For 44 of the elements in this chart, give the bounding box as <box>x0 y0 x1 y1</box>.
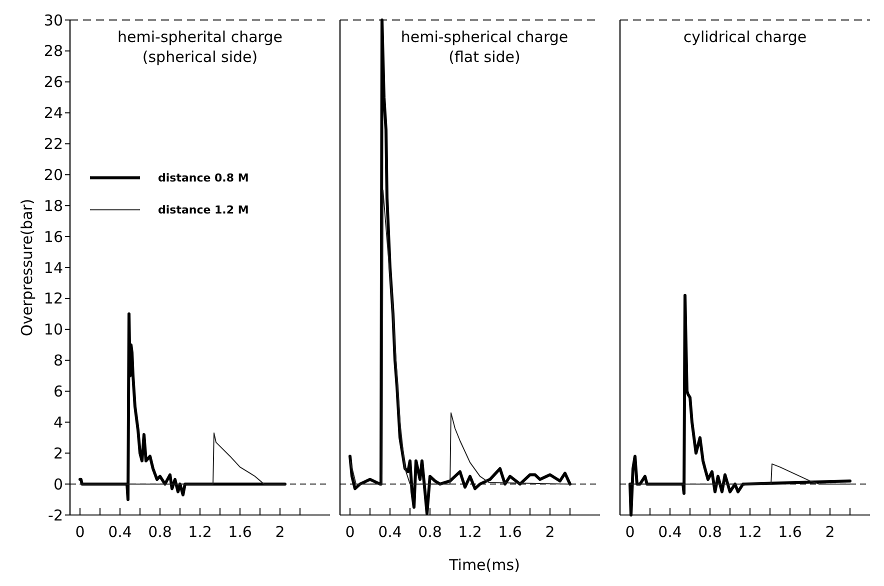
text: (flat side) <box>448 48 520 66</box>
x-tick-label: 0.8 <box>418 523 442 541</box>
text: hemi-spherical charge <box>400 28 568 46</box>
x-tick-label: 1.6 <box>778 523 802 541</box>
y-tick-label: 16 <box>44 228 63 246</box>
x-tick-label: 0 <box>625 523 635 541</box>
x-tick-label: 0.4 <box>378 523 402 541</box>
text: hemi-spherital charge <box>118 28 282 46</box>
y-tick-label: 30 <box>44 11 63 30</box>
text: cylidrical charge <box>683 28 807 46</box>
y-tick-label: 24 <box>44 104 63 122</box>
y-tick-label: 28 <box>44 42 63 60</box>
y-axis-title: Overpressure(bar) <box>18 198 36 336</box>
x-tick-label: 1.2 <box>738 523 762 541</box>
y-tick-label: 26 <box>44 73 63 92</box>
y-tick-label: -2 <box>48 506 63 524</box>
x-tick-label: 0 <box>345 523 355 541</box>
x-axis-title: Time(ms) <box>448 556 520 574</box>
y-tick-label: 8 <box>53 352 63 370</box>
legend-label: distance 0.8 M <box>158 172 249 185</box>
x-tick-label: 1.6 <box>228 523 252 541</box>
x-tick-label: 1.2 <box>458 523 482 541</box>
x-tick-label: 2 <box>545 523 555 541</box>
y-tick-label: 14 <box>44 258 63 277</box>
y-tick-label: 0 <box>53 475 63 494</box>
x-tick-label: 0.8 <box>148 523 172 541</box>
y-tick-label: 4 <box>53 413 63 432</box>
y-tick-label: 6 <box>53 382 63 400</box>
x-tick-label: 2 <box>275 523 285 541</box>
text: (spherical side) <box>142 48 258 66</box>
y-tick-label: 2 <box>53 444 63 462</box>
y-tick-label: 12 <box>44 290 63 308</box>
y-tick-label: 22 <box>44 135 63 153</box>
legend-label: distance 1.2 M <box>158 204 249 217</box>
x-tick-label: 2 <box>825 523 835 541</box>
y-tick-label: 10 <box>44 320 63 339</box>
x-tick-label: 1.2 <box>188 523 212 541</box>
x-tick-label: 0.4 <box>108 523 132 541</box>
y-tick-label: 18 <box>44 196 63 215</box>
x-tick-label: 1.6 <box>498 523 522 541</box>
x-tick-label: 0 <box>75 523 85 541</box>
x-tick-label: 0.8 <box>698 523 722 541</box>
x-tick-label: 0.4 <box>658 523 682 541</box>
y-tick-label: 20 <box>44 166 63 184</box>
